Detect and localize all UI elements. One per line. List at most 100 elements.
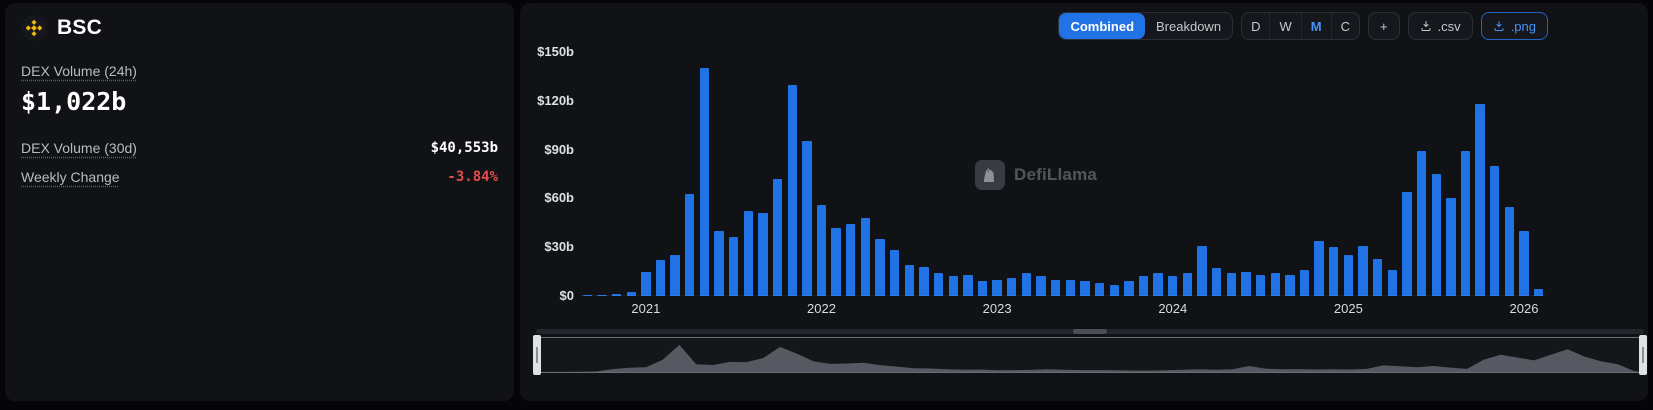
volume-bar[interactable] xyxy=(655,260,666,296)
volume-bar[interactable] xyxy=(977,281,988,296)
chart-toolbar: Combined Breakdown D W M C + xyxy=(1058,12,1548,40)
download-csv-button[interactable]: .csv xyxy=(1409,13,1472,39)
volume-bar[interactable] xyxy=(1153,273,1163,296)
brush-window[interactable] xyxy=(533,335,1647,375)
download-png-button[interactable]: .png xyxy=(1482,13,1547,39)
volume-bar[interactable] xyxy=(641,272,651,296)
brush-handle-right[interactable] xyxy=(1639,335,1647,375)
volume-bar[interactable] xyxy=(890,250,900,296)
y-tick-label: $30b xyxy=(544,239,574,255)
volume-bar[interactable] xyxy=(860,218,871,296)
volume-bar[interactable] xyxy=(1226,273,1236,296)
volume-bar[interactable] xyxy=(1197,246,1207,296)
volume-bar[interactable] xyxy=(758,213,768,296)
volume-bar[interactable] xyxy=(1065,280,1075,296)
volume-bar[interactable] xyxy=(1036,276,1046,296)
x-tick-label: 2022 xyxy=(807,301,836,316)
volume-bar[interactable] xyxy=(1021,273,1032,296)
volume-bar[interactable] xyxy=(963,275,973,296)
volume-bar[interactable] xyxy=(611,294,622,296)
volume-bar[interactable] xyxy=(1460,151,1471,296)
volume-bar[interactable] xyxy=(1124,281,1134,296)
volume-bar[interactable] xyxy=(1314,241,1324,296)
volume-bar[interactable] xyxy=(1299,270,1310,296)
bar-chart-plot xyxy=(580,52,1546,296)
weekly-change-row: Weekly Change -3.84% xyxy=(21,169,498,185)
volume-bar[interactable] xyxy=(1343,255,1354,296)
volume-bar[interactable] xyxy=(933,273,944,296)
dex-volume-30d-label: DEX Volume (30d) xyxy=(21,140,137,156)
volume-bar[interactable] xyxy=(670,255,680,296)
watermark-text: DefiLlama xyxy=(1014,165,1098,184)
x-tick-label: 2025 xyxy=(1333,301,1363,316)
volume-bar[interactable] xyxy=(904,265,914,296)
volume-bar[interactable] xyxy=(1109,285,1119,296)
brush-scrollbar[interactable] xyxy=(536,329,1644,334)
volume-bar[interactable] xyxy=(1490,166,1500,296)
brush-scrollbar-grip[interactable] xyxy=(1073,329,1107,334)
volume-bar[interactable] xyxy=(582,295,592,296)
volume-bar[interactable] xyxy=(1138,276,1149,296)
png-group: .png xyxy=(1480,12,1548,40)
volume-bar[interactable] xyxy=(685,194,695,296)
volume-bar[interactable] xyxy=(802,141,812,296)
interval-monthly-button[interactable]: M xyxy=(1300,13,1331,39)
volume-bar[interactable] xyxy=(846,224,856,296)
volume-bar[interactable] xyxy=(714,231,724,296)
volume-bar[interactable] xyxy=(1212,268,1222,296)
volume-bar[interactable] xyxy=(1534,289,1544,296)
breakdown-button[interactable]: Breakdown xyxy=(1145,13,1232,39)
volume-bar[interactable] xyxy=(1519,231,1529,296)
volume-bar[interactable] xyxy=(1504,207,1515,296)
volume-bar[interactable] xyxy=(772,179,783,296)
volume-bar[interactable] xyxy=(1446,198,1456,296)
volume-bar[interactable] xyxy=(699,68,710,296)
y-tick-label: $150b xyxy=(537,44,574,59)
volume-bar[interactable] xyxy=(1416,151,1427,296)
volume-bar[interactable] xyxy=(1007,278,1017,296)
volume-bar[interactable] xyxy=(992,280,1002,296)
download-icon xyxy=(1493,20,1505,32)
volume-bar[interactable] xyxy=(1475,104,1485,296)
csv-group: .csv xyxy=(1407,12,1473,40)
interval-group: D W M C xyxy=(1241,12,1360,40)
add-chart-button[interactable]: + xyxy=(1369,13,1399,39)
volume-bar[interactable] xyxy=(919,267,929,296)
volume-bar[interactable] xyxy=(1168,276,1178,296)
volume-bar[interactable] xyxy=(626,292,636,296)
volume-bar[interactable] xyxy=(1387,270,1397,296)
interval-weekly-button[interactable]: W xyxy=(1269,13,1300,39)
volume-bar[interactable] xyxy=(1051,280,1061,296)
brush-handle-left[interactable] xyxy=(533,335,541,375)
volume-bar[interactable] xyxy=(816,205,827,296)
dex-volume-24h-value: $1,022b xyxy=(21,87,127,116)
volume-bar[interactable] xyxy=(1373,259,1383,296)
volume-bar[interactable] xyxy=(1080,281,1090,296)
volume-bar[interactable] xyxy=(1094,283,1105,296)
interval-daily-button[interactable]: D xyxy=(1242,13,1269,39)
y-tick-label: $0 xyxy=(559,288,574,303)
volume-bar[interactable] xyxy=(875,239,885,296)
combined-button[interactable]: Combined xyxy=(1059,13,1146,39)
y-tick-label: $60b xyxy=(544,190,574,206)
volume-bar[interactable] xyxy=(1270,273,1280,296)
volume-bar[interactable] xyxy=(787,85,797,296)
volume-bar[interactable] xyxy=(1182,273,1193,296)
timeline-brush xyxy=(533,329,1647,375)
view-toggle-group: Combined Breakdown xyxy=(1058,12,1234,40)
volume-bar[interactable] xyxy=(831,228,841,296)
volume-bar[interactable] xyxy=(1431,174,1441,296)
volume-bar[interactable] xyxy=(1241,272,1251,296)
volume-bar[interactable] xyxy=(1255,275,1266,296)
volume-bar[interactable] xyxy=(1402,192,1412,296)
volume-bar[interactable] xyxy=(1285,275,1295,296)
volume-bar[interactable] xyxy=(743,211,753,296)
chain-header: BSC xyxy=(21,13,498,43)
volume-bar[interactable] xyxy=(1329,247,1339,296)
volume-bar[interactable] xyxy=(1358,246,1368,296)
volume-bar[interactable] xyxy=(729,237,739,296)
volume-bar[interactable] xyxy=(948,276,958,296)
volume-bar[interactable] xyxy=(597,295,607,296)
interval-cumulative-button[interactable]: C xyxy=(1330,13,1359,39)
